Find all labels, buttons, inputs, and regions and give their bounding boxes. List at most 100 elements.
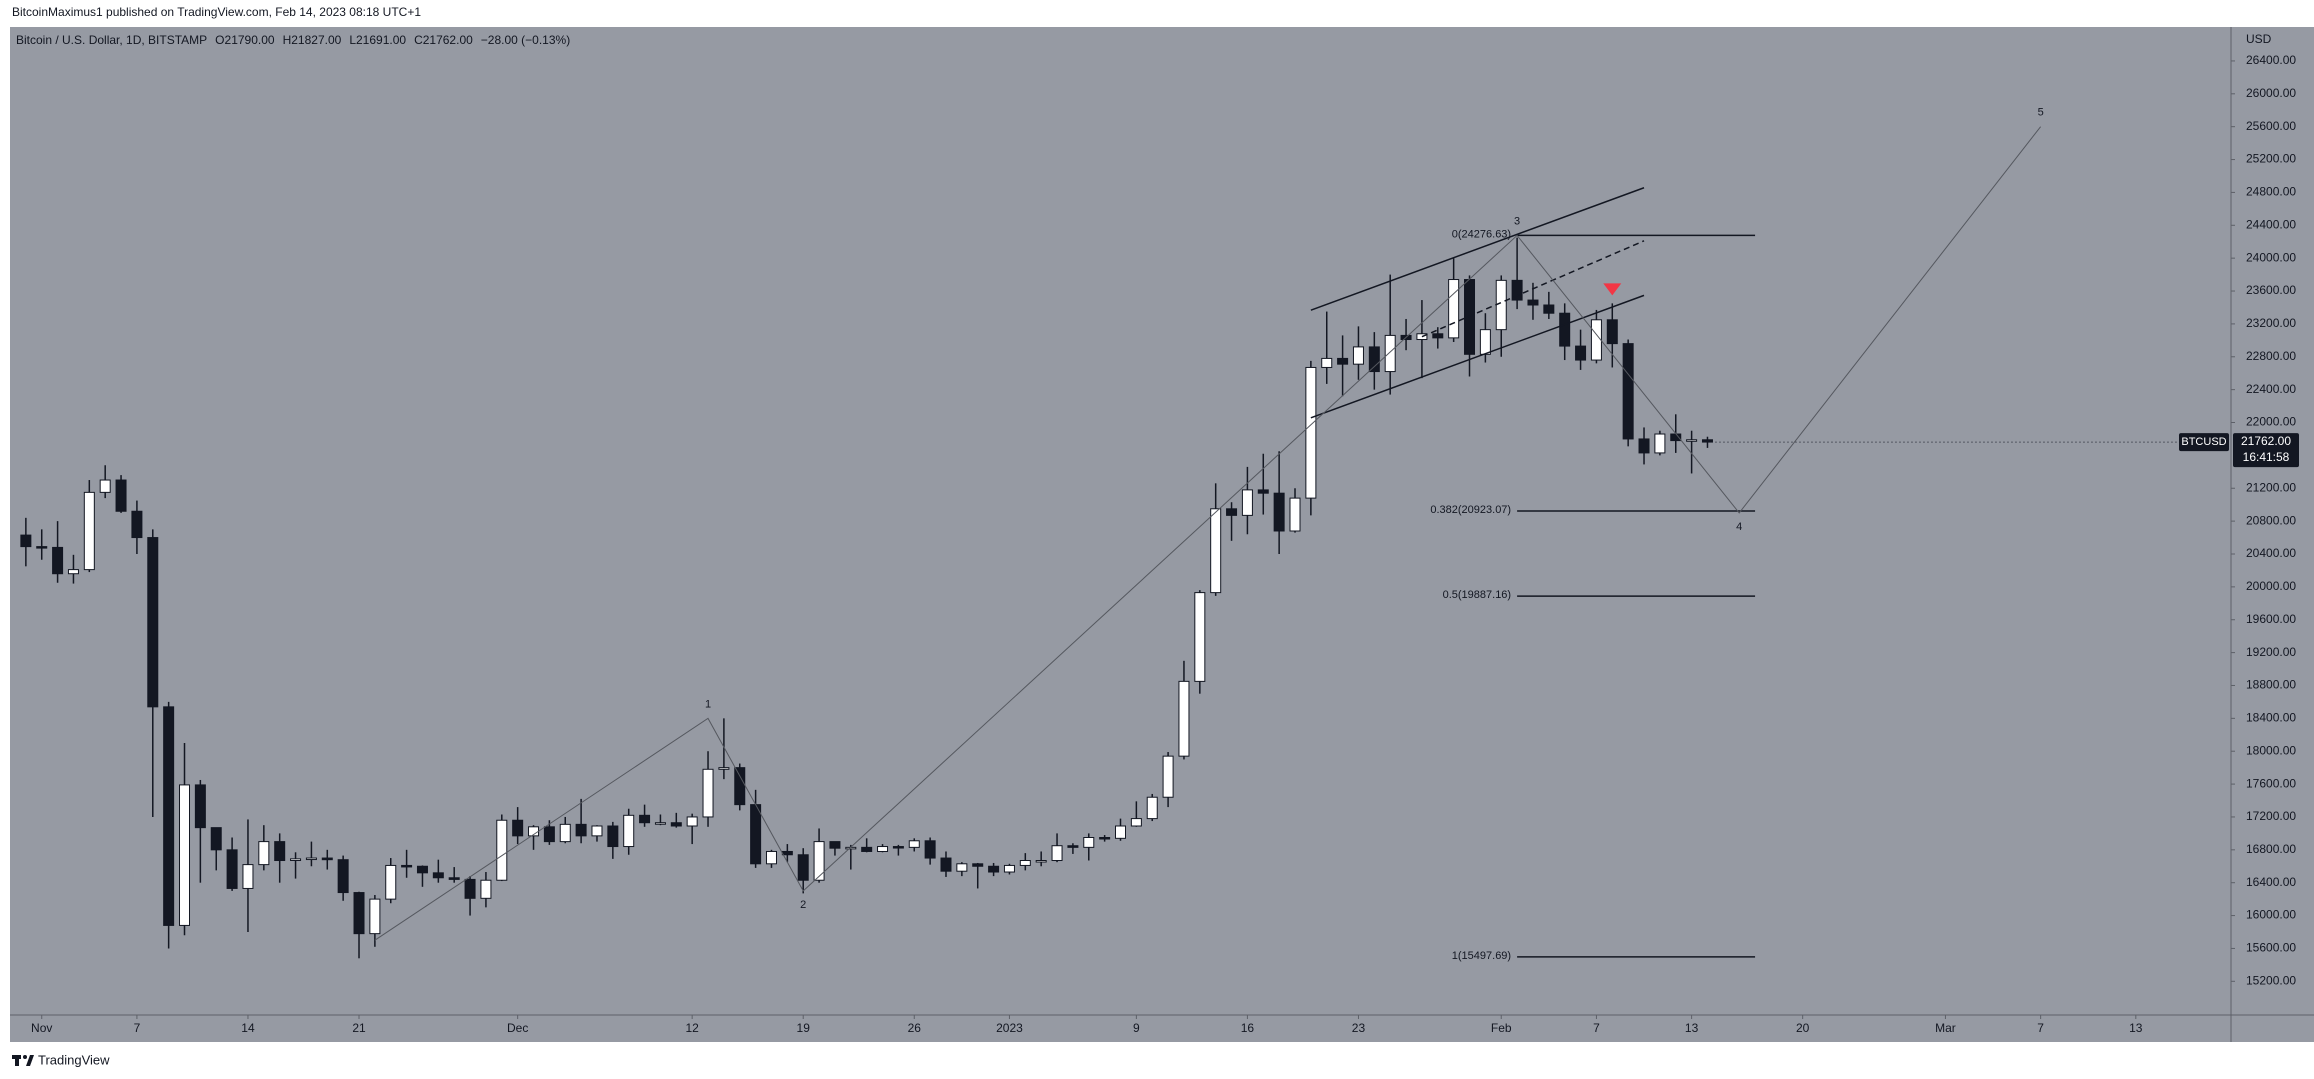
y-tick-label: 22000.00 (2246, 415, 2296, 429)
sell-signal-marker (1603, 283, 1622, 296)
y-tick-label: 26000.00 (2246, 86, 2296, 100)
candle-body (1162, 755, 1174, 798)
candle-body (1257, 489, 1269, 494)
candle-body (988, 865, 1000, 873)
x-tick-label: 21 (352, 1021, 366, 1035)
candle-body (274, 841, 286, 862)
candle-body (1384, 334, 1396, 373)
candle-body (496, 819, 508, 881)
x-tick-label: 13 (2129, 1021, 2143, 1035)
brand-logo (12, 1055, 34, 1066)
wave-path (374, 126, 2042, 941)
x-tick-label: 2023 (996, 1021, 1023, 1035)
fib-level-label: 1(15497.69) (1452, 950, 1511, 962)
candle-body (305, 857, 317, 861)
candle-body (179, 784, 191, 926)
x-tick-label: Feb (1491, 1021, 1512, 1035)
candle-body (1543, 304, 1555, 314)
publisher-line: BitcoinMaximus1 published on TradingView… (12, 5, 421, 19)
candle-body (1638, 438, 1650, 454)
candle-body (623, 814, 635, 848)
candle-body (369, 898, 381, 935)
candle-body (194, 784, 206, 829)
candle-body (226, 849, 238, 889)
candle-body (1606, 319, 1618, 345)
x-tick-label: 7 (134, 1021, 141, 1035)
candle-body (1099, 837, 1111, 840)
channel-line (1310, 187, 1645, 311)
change-value: −28.00 (−0.13%) (481, 33, 570, 47)
candle-body (67, 569, 79, 575)
y-tick-label: 16000.00 (2246, 908, 2296, 922)
candle-body (591, 825, 603, 837)
low-value: 21691.00 (356, 33, 406, 47)
candle-body (1352, 346, 1364, 365)
x-tick-label: 7 (1593, 1021, 1600, 1035)
y-tick-label: 19600.00 (2246, 612, 2296, 626)
price-tag-countdown: 16:41:58 (2243, 450, 2290, 464)
candle-body (1067, 845, 1079, 848)
y-tick-label: 22400.00 (2246, 382, 2296, 396)
price-tag-value: 21762.00 (2241, 434, 2291, 448)
candle-body (1686, 439, 1698, 442)
close-value: 21762.00 (423, 33, 473, 47)
candle-body (861, 846, 873, 852)
symbol-legend: Bitcoin / U.S. Dollar, 1D, BITSTAMP O2179… (16, 33, 570, 47)
channel-line (1310, 294, 1645, 419)
y-tick-label: 23200.00 (2246, 316, 2296, 330)
candle-body (1337, 357, 1349, 365)
candle-body (1019, 860, 1031, 866)
y-tick-label: 21200.00 (2246, 480, 2296, 494)
x-tick-label: Mar (1935, 1021, 1956, 1035)
candle-body (210, 827, 222, 851)
candle-body (337, 859, 349, 894)
candle-body (575, 823, 587, 837)
candle-body (1130, 818, 1142, 827)
candle-body (1083, 837, 1095, 848)
candle-body (416, 865, 428, 874)
candle-body (1273, 492, 1285, 532)
x-tick-label: 13 (1685, 1021, 1699, 1035)
l-label: L (349, 33, 356, 47)
candle-body (1511, 279, 1523, 301)
candle-body (702, 768, 714, 818)
candle-body (1289, 497, 1301, 532)
candle-body (353, 892, 365, 935)
y-axis-label: USD (2246, 32, 2272, 46)
candle-body (1527, 299, 1539, 306)
candle-body (813, 841, 825, 881)
symbol: Bitcoin / U.S. Dollar, 1D, BITSTAMP (16, 33, 207, 47)
y-tick-label: 20800.00 (2246, 513, 2296, 527)
candle-body (734, 767, 746, 806)
candle-body (480, 879, 492, 899)
y-tick-label: 25600.00 (2246, 119, 2296, 133)
candle-body (1432, 333, 1444, 339)
x-tick-label: 14 (241, 1021, 255, 1035)
high-value: 21827.00 (291, 33, 341, 47)
candle-body (464, 878, 476, 899)
x-tick-label: 19 (797, 1021, 811, 1035)
candle-body (797, 854, 809, 881)
candle-body (1210, 508, 1222, 594)
candle-body (1368, 346, 1380, 373)
candle-body (1051, 845, 1063, 862)
wave-label: 3 (1514, 215, 1520, 227)
candle-body (1035, 860, 1047, 863)
candle-body (1479, 329, 1491, 355)
candle-body (765, 850, 777, 865)
symbol-tag-text: BTCUSD (2181, 436, 2226, 448)
candle-body (242, 864, 254, 889)
candle-body (940, 857, 952, 872)
candle-body (1003, 864, 1015, 873)
candle-body (877, 846, 889, 852)
x-tick-label: 12 (685, 1021, 699, 1035)
candle-body (559, 823, 571, 843)
candle-body (892, 846, 904, 849)
y-tick-label: 18000.00 (2246, 743, 2296, 757)
y-tick-label: 19200.00 (2246, 645, 2296, 659)
y-tick-label: 24400.00 (2246, 217, 2296, 231)
candle-body (1178, 680, 1190, 757)
candle-body (385, 864, 397, 900)
y-tick-label: 20000.00 (2246, 579, 2296, 593)
